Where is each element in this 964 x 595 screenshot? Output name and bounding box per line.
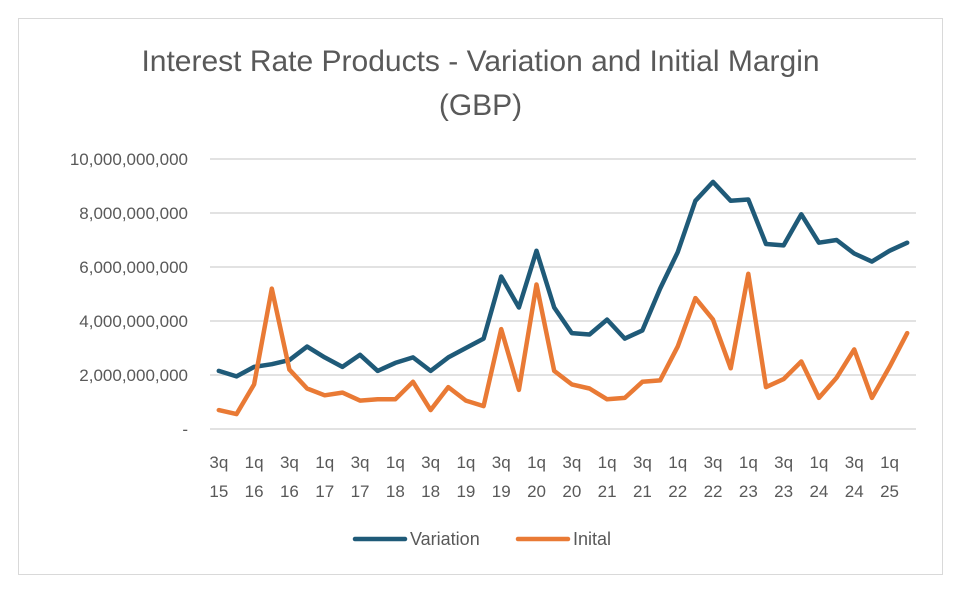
- x-tick-label-line2: 24: [809, 482, 828, 501]
- x-tick-label-line1: 3q: [562, 453, 581, 472]
- x-tick-label-line2: 20: [527, 482, 546, 501]
- x-tick-label-line1: 1q: [739, 453, 758, 472]
- x-tick-label-line2: 17: [351, 482, 370, 501]
- x-tick-label-line2: 22: [668, 482, 687, 501]
- x-tick-label-line2: 16: [280, 482, 299, 501]
- series-lines: [216, 179, 910, 417]
- x-tick-label-line1: 3q: [492, 453, 511, 472]
- y-tick-label: 10,000,000,000: [70, 150, 188, 169]
- x-tick-label-line2: 18: [421, 482, 440, 501]
- x-tick-label-line1: 1q: [315, 453, 334, 472]
- chart-title-line-1: Interest Rate Products - Variation and I…: [141, 45, 820, 78]
- series-line-variation: [216, 179, 910, 379]
- x-tick-label-line1: 1q: [809, 453, 828, 472]
- y-tick-label: 4,000,000,000: [79, 312, 188, 331]
- legend: Variation Inital: [352, 529, 611, 549]
- chart-title-line-2: (GBP): [438, 89, 523, 122]
- x-tick-label-line1: 3q: [704, 453, 723, 472]
- x-tick-label-line2: 22: [704, 482, 723, 501]
- x-tick-label-line2: 18: [386, 482, 405, 501]
- x-tick-label-line2: 23: [774, 482, 793, 501]
- x-tick-label-line1: 3q: [280, 453, 299, 472]
- y-tick-label: -: [182, 420, 188, 439]
- x-tick-label-line1: 1q: [386, 453, 405, 472]
- chart-title: Interest Rate Products - Variation and I…: [18, 40, 943, 128]
- x-tick-label-line2: 23: [739, 482, 758, 501]
- x-tick-label-line1: 3q: [421, 453, 440, 472]
- chart-frame: [18, 18, 943, 575]
- x-tick-label-line2: 24: [845, 482, 864, 501]
- x-tick-label-line2: 17: [315, 482, 334, 501]
- legend-label-inital: Inital: [573, 529, 611, 549]
- x-tick-label-line1: 1q: [880, 453, 899, 472]
- x-tick-label-line1: 3q: [774, 453, 793, 472]
- x-tick-label-line1: 1q: [527, 453, 546, 472]
- legend-label-variation: Variation: [410, 529, 480, 549]
- y-tick-label: 8,000,000,000: [79, 204, 188, 223]
- x-tick-label-line2: 15: [209, 482, 228, 501]
- x-tick-label-line1: 3q: [209, 453, 228, 472]
- x-tick-label-line1: 3q: [845, 453, 864, 472]
- x-tick-label-line1: 1q: [245, 453, 264, 472]
- x-tick-label-line2: 19: [456, 482, 475, 501]
- y-tick-label: 2,000,000,000: [79, 366, 188, 385]
- y-tick-label: 6,000,000,000: [79, 258, 188, 277]
- x-tick-label-line1: 3q: [351, 453, 370, 472]
- x-tick-label-line2: 16: [245, 482, 264, 501]
- x-tick-label-line2: 21: [598, 482, 617, 501]
- x-axis-tick-labels: 3q 15 1q 16 3q 16 1q 17 3q 17 1q 18 3q 18 1q 19 3q 19 1q 20…: [209, 453, 899, 501]
- x-tick-label-line1: 1q: [598, 453, 617, 472]
- x-tick-label-line2: 21: [633, 482, 652, 501]
- gridlines: [210, 158, 916, 430]
- x-tick-label-line1: 1q: [668, 453, 687, 472]
- series-line-inital: [216, 271, 910, 417]
- x-tick-label-line1: 1q: [456, 453, 475, 472]
- y-axis-tick-labels: - 2,000,000,000 4,000,000,000 6,000,000,000…: [70, 150, 188, 439]
- x-tick-label-line2: 19: [492, 482, 511, 501]
- x-tick-label-line1: 3q: [633, 453, 652, 472]
- x-tick-label-line2: 25: [880, 482, 899, 501]
- x-tick-label-line2: 20: [562, 482, 581, 501]
